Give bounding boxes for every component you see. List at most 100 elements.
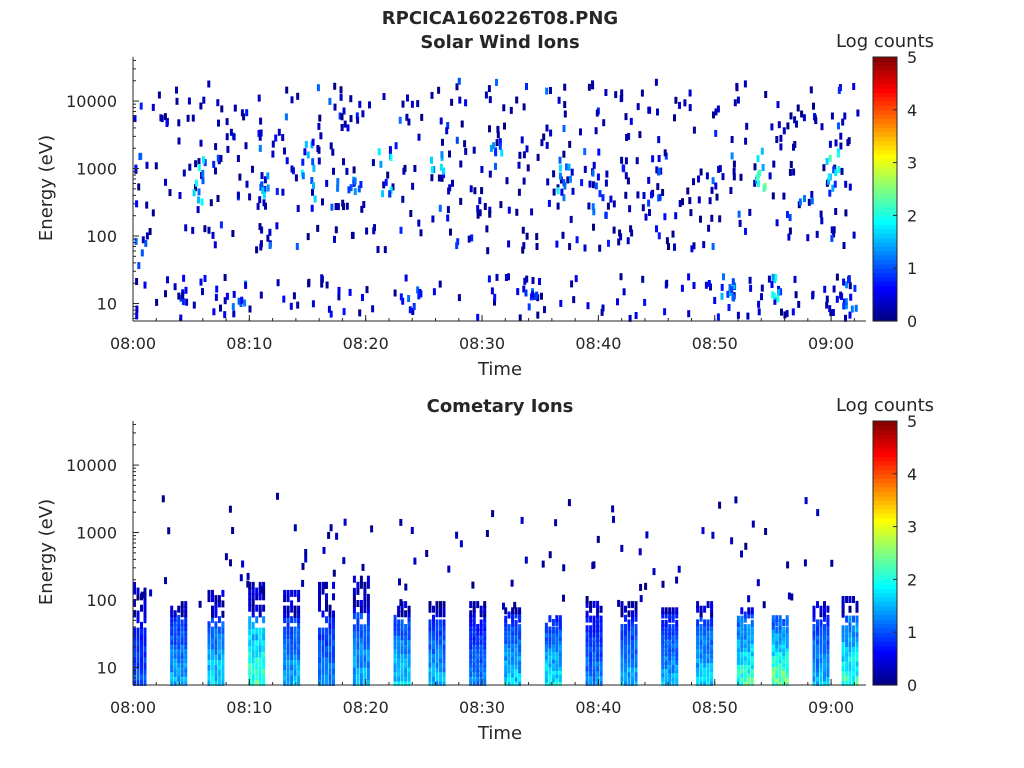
data-cell bbox=[627, 665, 631, 673]
data-cell bbox=[852, 649, 855, 657]
data-cell bbox=[732, 173, 736, 181]
data-cell bbox=[589, 654, 593, 662]
data-cell bbox=[393, 642, 397, 650]
data-cell bbox=[777, 289, 781, 296]
data-cell bbox=[400, 656, 404, 664]
data-cell bbox=[400, 642, 404, 650]
data-cell bbox=[507, 645, 511, 653]
data-cell bbox=[699, 665, 703, 673]
data-cell bbox=[631, 656, 634, 664]
data-cell bbox=[442, 601, 446, 609]
data-cell bbox=[518, 615, 522, 623]
colorbar-segment bbox=[873, 566, 897, 572]
data-cell bbox=[173, 624, 177, 631]
data-cell bbox=[296, 301, 300, 309]
data-cell bbox=[714, 108, 718, 116]
data-cell bbox=[750, 662, 754, 670]
data-cell bbox=[325, 616, 328, 624]
data-cell bbox=[778, 656, 782, 664]
data-cell bbox=[757, 308, 761, 316]
data-cell bbox=[195, 179, 198, 187]
colorbar-segment bbox=[873, 215, 897, 221]
data-cell bbox=[570, 280, 574, 288]
data-cell bbox=[639, 583, 643, 591]
data-cell bbox=[750, 657, 754, 665]
data-cell bbox=[511, 628, 515, 636]
data-cell bbox=[640, 89, 644, 97]
data-cell bbox=[260, 226, 264, 234]
colorbar-segment bbox=[873, 447, 897, 453]
data-cell bbox=[469, 679, 473, 686]
data-cell bbox=[428, 669, 432, 677]
data-cell bbox=[401, 297, 405, 305]
data-cell bbox=[188, 163, 192, 171]
data-cell bbox=[812, 656, 816, 664]
data-cell bbox=[281, 188, 285, 196]
colorbar-segment bbox=[873, 588, 897, 594]
data-cell bbox=[718, 501, 722, 509]
data-cell bbox=[567, 499, 571, 507]
data-cell bbox=[170, 660, 174, 668]
data-cell bbox=[673, 114, 676, 122]
data-cell bbox=[823, 646, 826, 654]
data-cell bbox=[459, 160, 463, 168]
data-cell bbox=[743, 628, 747, 636]
data-cell bbox=[747, 666, 751, 674]
data-cell bbox=[241, 560, 245, 568]
data-cell bbox=[522, 151, 526, 159]
data-cell bbox=[328, 644, 332, 652]
data-cell bbox=[544, 652, 548, 660]
data-cell bbox=[366, 666, 370, 674]
data-cell bbox=[750, 632, 754, 640]
data-cell bbox=[674, 212, 678, 220]
data-cell bbox=[592, 625, 596, 633]
data-cell bbox=[310, 177, 314, 184]
data-cell bbox=[507, 628, 511, 636]
data-cell bbox=[570, 168, 574, 176]
data-cell bbox=[455, 242, 459, 250]
data-cell bbox=[518, 653, 522, 661]
data-cell bbox=[518, 607, 522, 615]
data-cell bbox=[558, 630, 562, 638]
data-cell bbox=[789, 161, 793, 168]
data-cell bbox=[812, 660, 816, 668]
data-cell bbox=[262, 673, 266, 681]
data-cell bbox=[363, 660, 367, 668]
colorbar-segment bbox=[873, 570, 897, 576]
data-cell bbox=[785, 310, 789, 318]
data-cell bbox=[585, 615, 589, 623]
data-cell bbox=[689, 209, 693, 217]
data-cell bbox=[624, 191, 628, 199]
data-cell bbox=[404, 674, 408, 682]
data-cell bbox=[634, 651, 638, 659]
data-cell bbox=[262, 593, 266, 601]
data-cell bbox=[511, 632, 515, 640]
data-cell bbox=[352, 672, 356, 680]
data-cell bbox=[536, 153, 540, 161]
colorbar-segment bbox=[873, 277, 897, 282]
data-cell bbox=[816, 665, 819, 673]
data-cell bbox=[397, 646, 401, 654]
data-cell bbox=[552, 188, 556, 196]
data-cell bbox=[736, 619, 740, 627]
data-cell bbox=[841, 674, 845, 682]
data-cell bbox=[811, 292, 815, 300]
data-cell bbox=[283, 147, 286, 155]
data-cell bbox=[585, 639, 589, 647]
data-cell bbox=[518, 628, 522, 636]
data-cell bbox=[782, 660, 786, 668]
data-cell bbox=[251, 656, 255, 664]
data-cell bbox=[699, 656, 703, 664]
data-cell bbox=[251, 621, 255, 629]
data-cell bbox=[469, 651, 473, 659]
data-cell bbox=[710, 614, 714, 622]
cometary-ions-panel: Cometary Ions 08:00 08:10 08:20 08:30 08:40 0… bbox=[36, 395, 934, 744]
data-cell bbox=[386, 171, 390, 179]
data-cell bbox=[622, 288, 626, 296]
data-cell bbox=[140, 656, 143, 664]
data-cell bbox=[711, 243, 715, 250]
data-cell bbox=[664, 641, 668, 648]
data-cell bbox=[170, 605, 174, 613]
data-cell bbox=[657, 168, 661, 175]
colorbar-segment bbox=[873, 211, 897, 216]
